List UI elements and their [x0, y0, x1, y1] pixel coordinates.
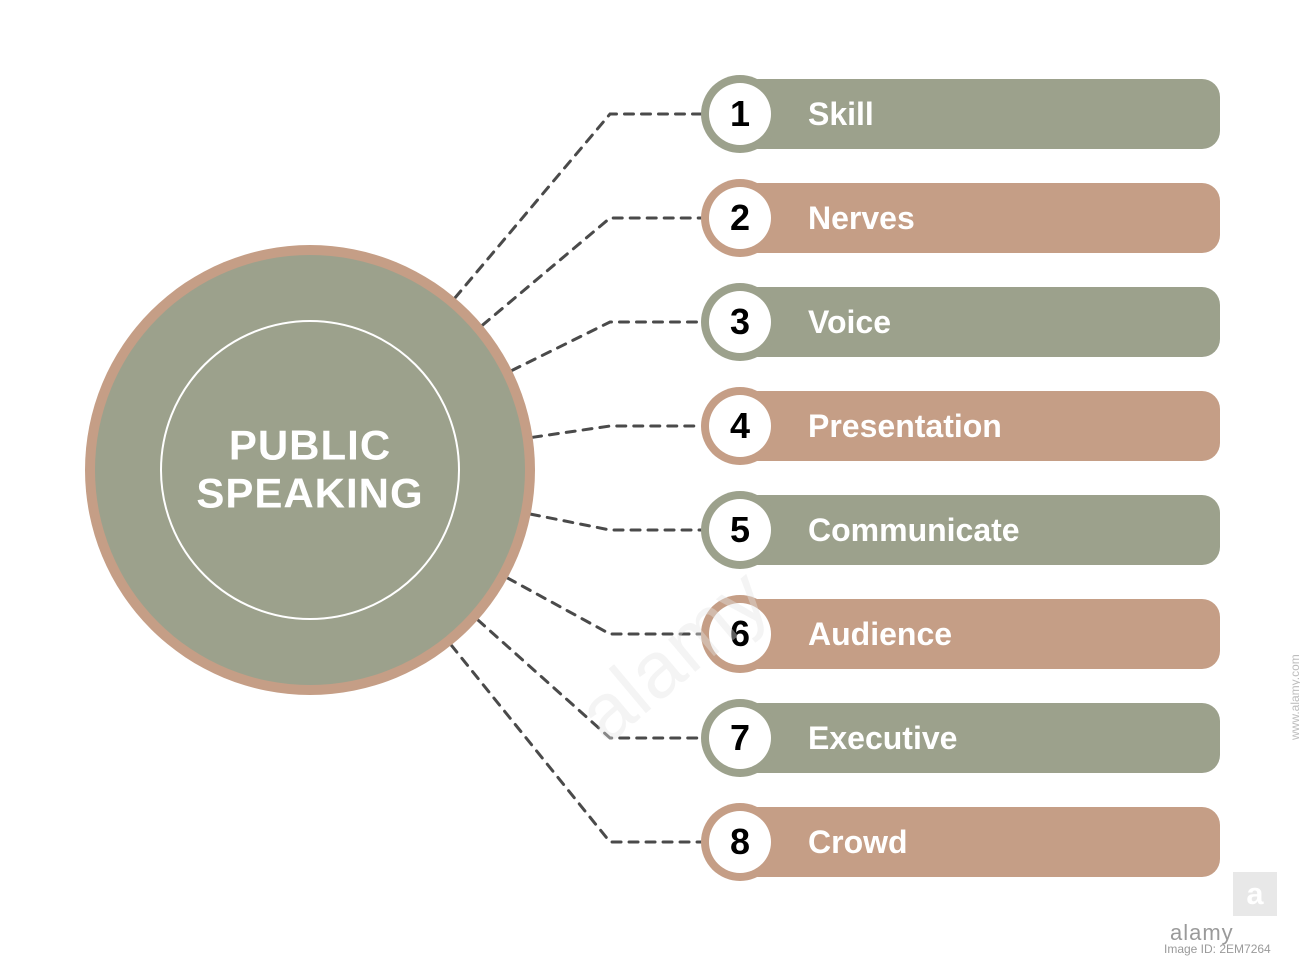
connector-line: [531, 514, 701, 530]
connector-line: [482, 218, 701, 325]
item-pill: Audience: [740, 599, 1220, 669]
item-number: 4: [709, 395, 771, 457]
item-pill: Crowd: [740, 807, 1220, 877]
item-pill: Voice: [740, 287, 1220, 357]
connector-line: [455, 114, 701, 298]
item-label: Presentation: [808, 408, 1002, 445]
item-pill: Executive: [740, 703, 1220, 773]
item-label: Skill: [808, 96, 874, 133]
infographic-stage: { "canvas": { "width": 1300, "height": 9…: [0, 0, 1300, 956]
item-number: 1: [709, 83, 771, 145]
item-pill: Presentation: [740, 391, 1220, 461]
item-number: 5: [709, 499, 771, 561]
item-label: Voice: [808, 304, 891, 341]
item-number: 8: [709, 811, 771, 873]
item-number: 3: [709, 291, 771, 353]
watermark-logo: a: [1233, 872, 1277, 916]
item-label: Nerves: [808, 200, 915, 237]
item-number: 7: [709, 707, 771, 769]
item-pill: Nerves: [740, 183, 1220, 253]
item-label: Crowd: [808, 824, 908, 861]
connector-line: [533, 426, 701, 437]
item-number: 2: [709, 187, 771, 249]
watermark-image-id: Image ID: 2EM7264: [1164, 942, 1271, 956]
item-label: Communicate: [808, 512, 1020, 549]
item-label: Executive: [808, 720, 957, 757]
item-pill: Communicate: [740, 495, 1220, 565]
watermark-side-url: www.alamy.com: [1288, 654, 1300, 740]
hub-title: PUBLIC SPEAKING: [196, 422, 423, 519]
item-pill: Skill: [740, 79, 1220, 149]
connector-line: [512, 322, 701, 371]
item-label: Audience: [808, 616, 952, 653]
